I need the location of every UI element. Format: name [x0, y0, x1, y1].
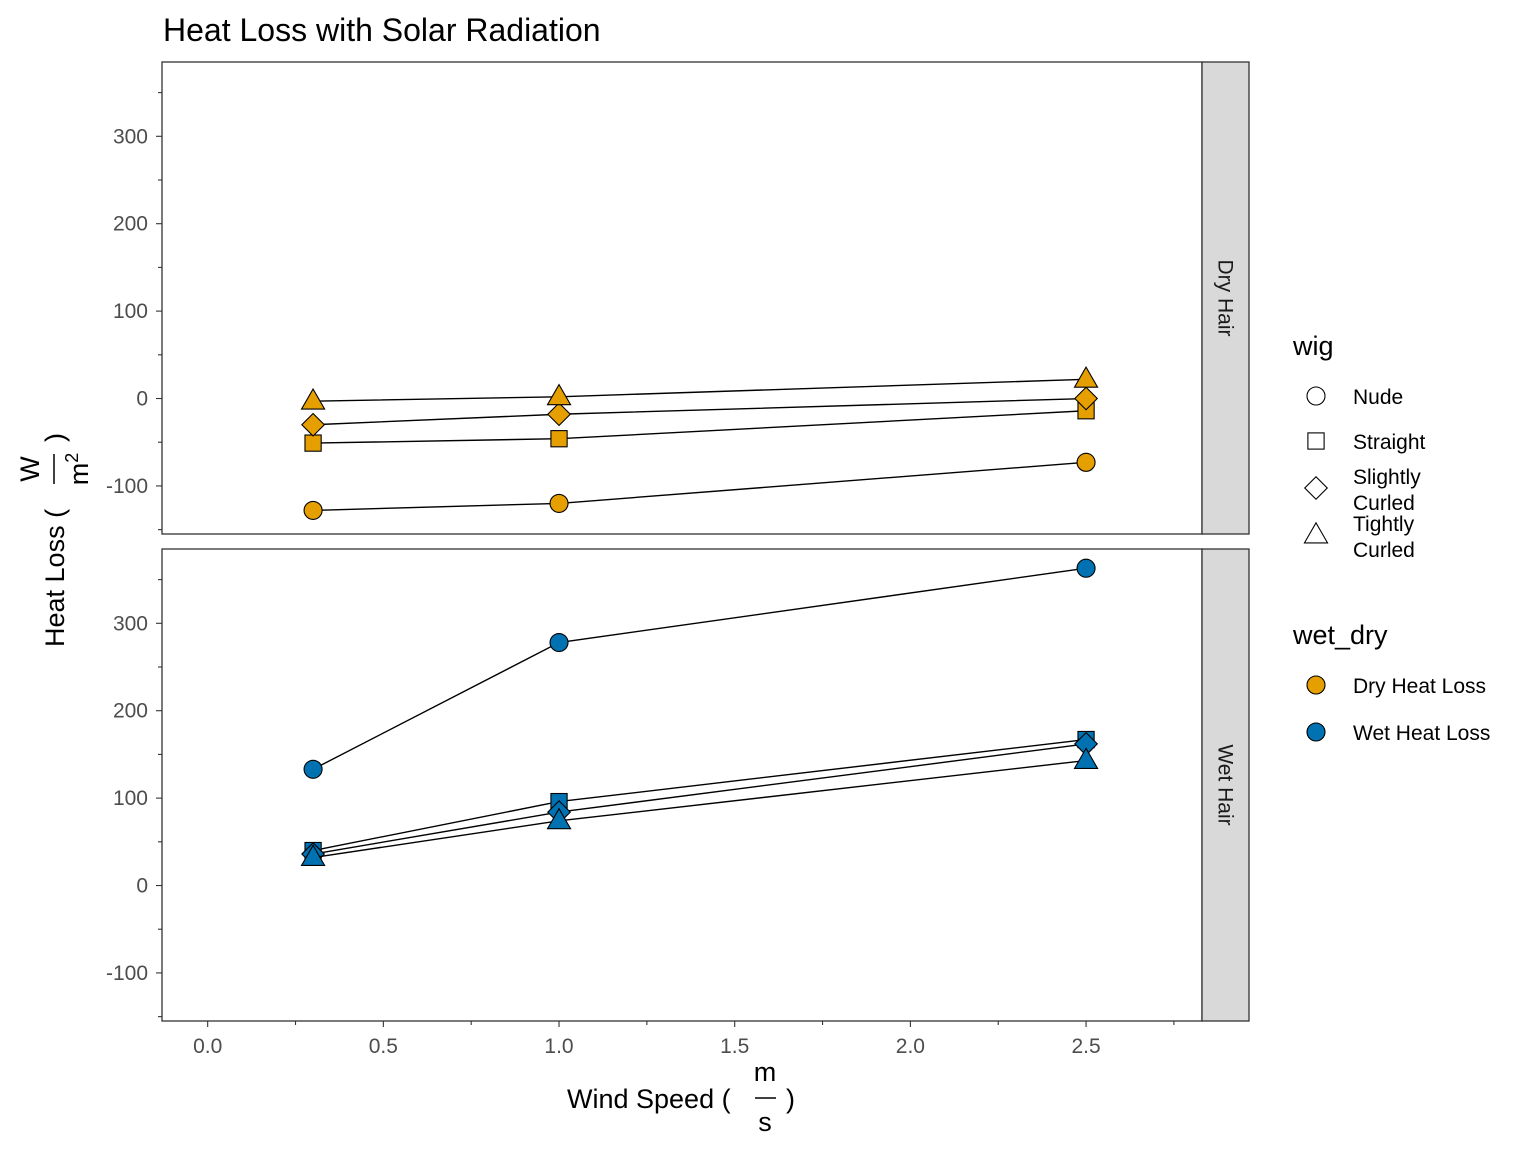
data-point: [301, 412, 326, 437]
data-point: [1073, 747, 1099, 769]
series-nude: [303, 452, 1096, 520]
y-axis-title: Heat Loss ( W m2): [15, 433, 94, 647]
data-point: [549, 493, 569, 513]
y-unit-numerator: W: [15, 456, 45, 482]
x-axis-paren: ): [786, 1084, 795, 1114]
y-tick-label: -100: [106, 475, 148, 498]
facet-strip-label: Dry Hair: [1214, 260, 1237, 337]
data-point: [1076, 452, 1096, 472]
data-point: [300, 387, 326, 410]
series-slightly-curled: [301, 386, 1099, 437]
y-tick-label: 300: [113, 125, 148, 148]
data-point: [546, 807, 572, 830]
series-tightly-curled: [300, 747, 1099, 866]
y-axis-label: Heat Loss (: [40, 509, 70, 647]
x-tick-label: 2.5: [1071, 1035, 1100, 1058]
legend-label: Nude: [1353, 386, 1403, 409]
legend-label: Curled: [1353, 539, 1415, 562]
x-unit-denominator: s: [758, 1107, 772, 1137]
legend-key-circle: [1306, 722, 1326, 742]
facet-strip-background: [1201, 61, 1250, 535]
x-unit-numerator: m: [754, 1057, 777, 1087]
y-axis-title-rotated: Heat Loss ( W m2): [15, 433, 94, 647]
legend-title: wig: [1292, 331, 1334, 361]
data-point: [304, 434, 322, 452]
data-point: [303, 500, 323, 520]
data-point: [1076, 558, 1096, 578]
y-axis: -100 0 100 200 300: [106, 92, 162, 531]
panel-background: [162, 62, 1202, 534]
x-axis-label: Wind Speed (: [567, 1084, 731, 1114]
legend-item-nude: Nude: [1306, 386, 1403, 409]
legend-item-straight: Straight: [1307, 431, 1426, 454]
legend-label: Straight: [1353, 431, 1426, 454]
y-tick-label: 100: [113, 300, 148, 323]
y-axis: -100 0 100 200 300: [106, 579, 162, 1018]
facet-panel-wet-hair: -100 0 100 200 300 Wet Hair: [106, 548, 1250, 1022]
x-axis: 0.0 0.5 1.0 1.5 2.0 2.5: [193, 1021, 1175, 1058]
data-point: [1073, 366, 1099, 388]
legend-item-wet-heat-loss: Wet Heat Loss: [1306, 722, 1490, 745]
legend-title: wet_dry: [1292, 620, 1388, 650]
legend-key-diamond: [1303, 475, 1329, 501]
facet-strip-label: Wet Hair: [1214, 744, 1237, 825]
data-point: [549, 632, 569, 653]
x-tick-label: 0.5: [369, 1035, 398, 1058]
legend-key-circle: [1306, 386, 1326, 406]
legend-label: Dry Heat Loss: [1353, 675, 1486, 698]
series-tightly-curled: [300, 366, 1099, 410]
y-tick-label: -100: [106, 962, 148, 985]
facet-panels: -100 0 100 200 300 Dry Hair -100 0 100 200 300 Wet …: [106, 61, 1250, 1058]
legend-wig: wigNudeStraightSlightlyCurledTightlyCurl…: [1292, 331, 1426, 562]
legend-item-tightly-curled: Tightly Curled: [1303, 513, 1415, 562]
legend-item-slightly-curled: Slightly Curled: [1303, 466, 1421, 515]
y-tick-label: 200: [113, 700, 148, 723]
legend-item-dry-heat-loss: Dry Heat Loss: [1306, 675, 1486, 698]
panel-background: [162, 549, 1202, 1021]
x-tick-label: 1.0: [544, 1035, 573, 1058]
data-point: [546, 383, 572, 406]
data-point: [1074, 386, 1099, 411]
legend-key-triangle: [1303, 521, 1329, 544]
y-tick-label: 200: [113, 213, 148, 236]
x-tick-label: 2.0: [896, 1035, 925, 1058]
y-tick-label: 0: [136, 388, 148, 411]
facet-panel-dry-hair: -100 0 100 200 300 Dry Hair: [106, 61, 1250, 535]
legend-label: Curled: [1353, 492, 1415, 515]
series-nude: [303, 558, 1096, 779]
facet-strip-background: [1201, 548, 1250, 1022]
y-unit-exponent: 2: [62, 453, 82, 463]
facet-strip: Wet Hair: [1201, 548, 1250, 1022]
legends: wigNudeStraightSlightlyCurledTightlyCurl…: [1292, 331, 1490, 745]
legend-label: Slightly: [1353, 466, 1421, 489]
x-tick-label: 0.0: [193, 1035, 222, 1058]
data-point: [303, 759, 323, 779]
data-point: [300, 844, 326, 866]
x-axis-title: Wind Speed ( ms): [567, 1057, 795, 1137]
y-tick-label: 100: [113, 787, 148, 810]
legend-label: Wet Heat Loss: [1353, 722, 1490, 745]
data-point: [550, 430, 568, 448]
x-tick-label: 1.5: [720, 1035, 749, 1058]
legend-label: Tightly: [1353, 513, 1415, 536]
legend-key-circle: [1306, 675, 1326, 695]
facet-strip: Dry Hair: [1201, 61, 1250, 535]
data-point: [546, 402, 572, 427]
legend-key-square: [1307, 432, 1325, 450]
chart-title: Heat Loss with Solar Radiation: [163, 12, 601, 48]
y-unit-denominator: m2: [62, 453, 94, 486]
y-axis-paren: ): [40, 433, 70, 442]
y-tick-label: 0: [136, 875, 148, 898]
y-tick-label: 300: [113, 612, 148, 635]
legend-wet-dry: wet_dry Dry Heat Loss Wet Heat Loss: [1292, 620, 1490, 745]
